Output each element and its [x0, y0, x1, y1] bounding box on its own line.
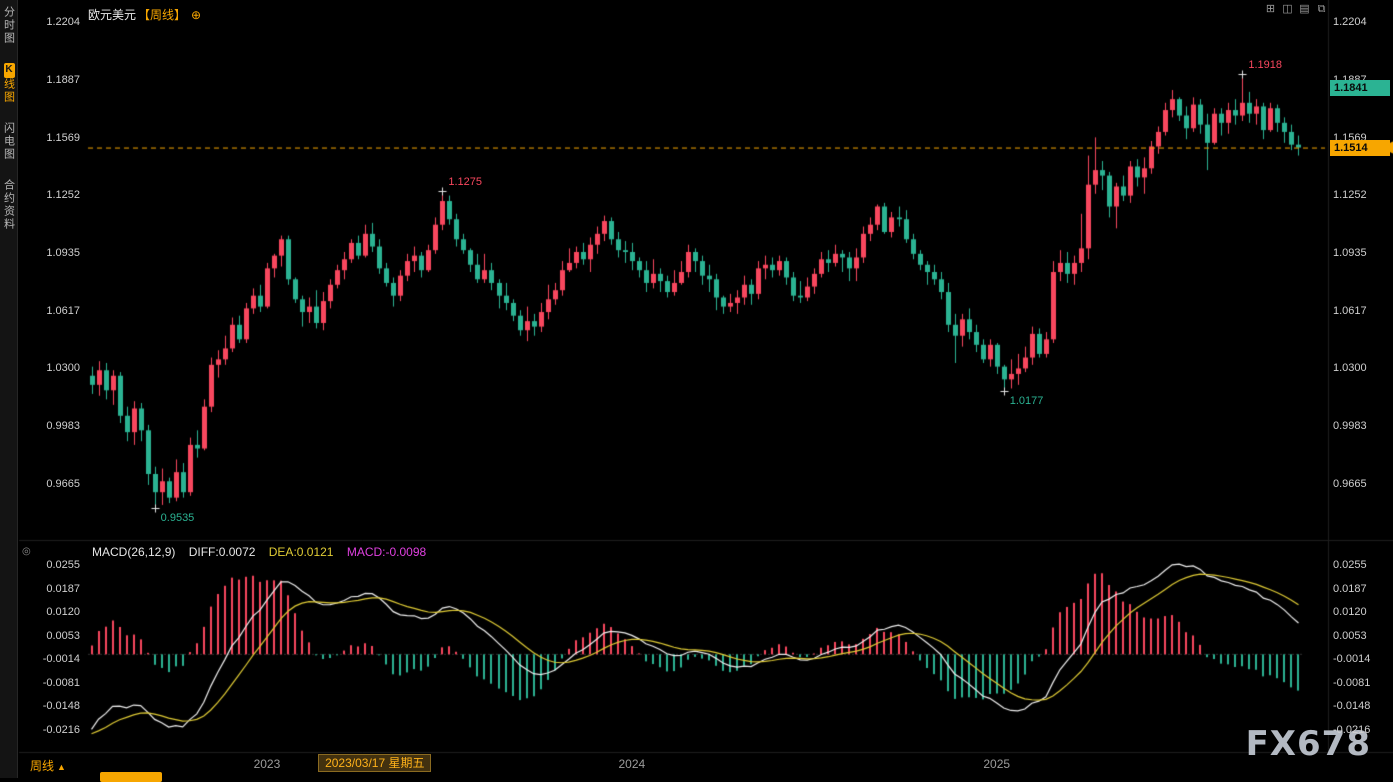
sidebar-item-time-chart[interactable]: 分时图	[2, 6, 15, 45]
macd-diff-value: DIFF:0.0072	[188, 545, 256, 559]
macd-params-label: MACD(26,12,9)	[92, 545, 176, 559]
period-name: 【周线】	[138, 8, 187, 22]
macd-indicator-labels: MACD(26,12,9) DIFF:0.0072 DEA:0.0121 MAC…	[92, 545, 436, 559]
horizontal-split-icon[interactable]: ▤	[1299, 3, 1310, 15]
period-selector[interactable]: 周线 ▲	[30, 757, 66, 774]
sidebar-item-contract-info[interactable]: 合约资料	[2, 179, 15, 231]
kline-label: 线图	[2, 78, 15, 104]
sidebar-item-kline-chart[interactable]: K线图	[1, 63, 17, 104]
indicator-settings-icon[interactable]: ◎	[22, 546, 31, 557]
partial-toolbar-tab[interactable]	[100, 772, 162, 782]
symbol-name: 欧元美元	[88, 8, 137, 22]
popout-window-icon[interactable]: ⧉	[1317, 3, 1326, 15]
chart-title: 欧元美元 【周线】 ⊕	[88, 6, 201, 23]
add-indicator-icon[interactable]: ⊕	[191, 8, 202, 22]
watermark-logo: FX678	[1245, 724, 1371, 764]
period-selector-label: 周线	[30, 759, 55, 773]
macd-value: MACD:-0.0098	[346, 545, 427, 559]
macd-dea-value: DEA:0.0121	[268, 545, 334, 559]
left-sidebar: 分时图 K线图 闪电图 合约资料	[0, 0, 18, 778]
chevron-up-icon: ▲	[57, 762, 66, 772]
kline-badge: K	[3, 63, 15, 78]
window-toolbar: ⊞ ◫ ▤ ⧉	[1264, 3, 1328, 16]
date-crosshair-badge: 2023/03/17 星期五	[318, 754, 432, 772]
vertical-split-icon[interactable]: ◫	[1282, 3, 1293, 15]
sidebar-item-lightning-chart[interactable]: 闪电图	[2, 122, 15, 161]
grid-layout-icon[interactable]: ⊞	[1265, 3, 1276, 15]
